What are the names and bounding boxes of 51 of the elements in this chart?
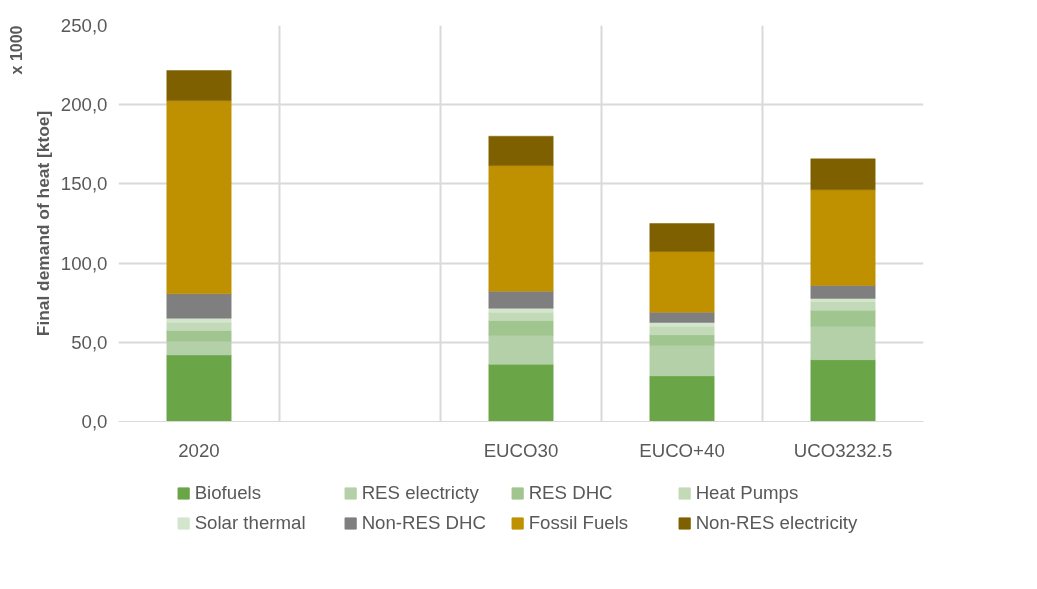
bar xyxy=(810,301,876,311)
bar xyxy=(810,285,876,299)
legend-label: Non-RES DHC xyxy=(361,512,488,534)
bar xyxy=(488,165,554,292)
y-tick-label: 100,0 xyxy=(60,252,108,274)
bar xyxy=(649,345,715,377)
bar xyxy=(166,330,232,342)
bar xyxy=(649,223,715,252)
bar xyxy=(810,359,876,422)
legend-label: RES DHC xyxy=(528,482,614,504)
bar xyxy=(166,354,232,422)
bar xyxy=(810,158,876,191)
bar xyxy=(166,321,232,331)
bar xyxy=(810,309,876,327)
bar xyxy=(488,311,554,321)
bar xyxy=(488,135,554,166)
bar xyxy=(649,251,715,313)
bar xyxy=(488,363,554,422)
bar xyxy=(166,340,232,356)
bar xyxy=(488,320,554,336)
y-axis-title: Final demand of heat [ktoe] xyxy=(32,110,53,337)
legend-label: RES electricty xyxy=(361,482,480,504)
bar xyxy=(649,322,715,327)
bar xyxy=(649,325,715,336)
bar xyxy=(649,334,715,346)
bar xyxy=(649,375,715,422)
y-tick-label: 150,0 xyxy=(60,173,108,195)
legend-label: Solar thermal xyxy=(194,512,307,534)
y-tick-label: 0,0 xyxy=(81,411,108,432)
text: x 1000 xyxy=(7,25,25,75)
legend-label: Heat Pumps xyxy=(695,482,800,504)
bar xyxy=(166,70,232,101)
bar xyxy=(810,326,876,360)
bar xyxy=(488,290,554,309)
bar xyxy=(166,317,232,323)
bar xyxy=(488,307,554,313)
bar xyxy=(166,100,232,295)
bar xyxy=(166,293,232,319)
legend-label: Non-RES electricity xyxy=(695,512,858,534)
legend-label: Fossil Fuels xyxy=(528,512,630,534)
x-tick-label: 2020 xyxy=(178,439,220,461)
bar xyxy=(488,335,554,365)
y-tick-label: 250,0 xyxy=(60,15,108,36)
bar xyxy=(810,189,876,286)
y-tick-label: 50,0 xyxy=(71,331,108,353)
bar xyxy=(649,311,715,323)
x-tick-label: EUCO30 xyxy=(483,439,559,461)
x-tick-label: UCO3232.5 xyxy=(793,439,893,461)
x-tick-label: EUCO+40 xyxy=(639,439,725,461)
y-tick-label: 200,0 xyxy=(60,94,108,116)
legend-label: Biofuels xyxy=(194,482,262,504)
